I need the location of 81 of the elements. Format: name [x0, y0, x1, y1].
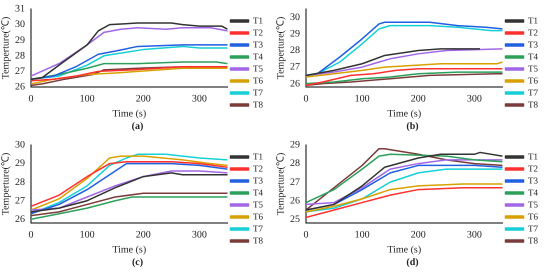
- legend-label: T2: [528, 163, 538, 174]
- x-tick-label: 300: [192, 94, 207, 105]
- legend-label: T3: [528, 175, 538, 186]
- legend-label: T7: [253, 87, 264, 98]
- x-axis-title: Time (s): [112, 108, 146, 120]
- y-tick-label: 26: [15, 82, 25, 93]
- x-tick-label: 200: [410, 94, 426, 105]
- legend-label: T7: [528, 87, 538, 98]
- legend-label: T4: [528, 187, 538, 198]
- y-tick-label: 26: [290, 195, 300, 206]
- x-tick-label: 300: [192, 230, 207, 241]
- legend-label: T2: [253, 27, 263, 38]
- legend-label: T1: [253, 151, 263, 162]
- y-tick-label: 27: [290, 62, 300, 73]
- legend-label: T2: [253, 163, 263, 174]
- y-tick-label: 29: [15, 158, 25, 170]
- text: (b): [405, 120, 420, 134]
- y-tick-label: 28: [290, 158, 300, 170]
- y-axis-title: Temperture(℃): [276, 152, 287, 216]
- y-tick-label: 28: [290, 45, 300, 56]
- x-tick-label: 200: [136, 230, 151, 241]
- y-axis-title: Temperture(℃): [276, 16, 287, 80]
- x-tick-label: 0: [28, 94, 34, 105]
- legend-label: T6: [528, 211, 538, 222]
- x-tick-label: 100: [354, 94, 370, 105]
- text: (a): [130, 120, 144, 134]
- legend-label: T1: [528, 15, 538, 26]
- legend-label: T8: [528, 235, 538, 246]
- legend-label: T1: [528, 151, 538, 162]
- x-tick-label: 0: [304, 230, 308, 241]
- y-tick-label: 29: [290, 28, 300, 40]
- y-tick-label: 28: [15, 176, 25, 188]
- legend-label: T6: [528, 75, 538, 86]
- y-tick-label: 26: [290, 78, 300, 90]
- x-tick-label: 100: [354, 230, 370, 241]
- y-tick-label: 31: [15, 4, 25, 15]
- x-axis-title: Time (s): [387, 244, 422, 256]
- y-tick-label: 28: [15, 50, 25, 62]
- y-tick-label: 30: [15, 140, 25, 151]
- legend-label: T7: [528, 223, 538, 234]
- legend-label: T6: [253, 211, 264, 222]
- legend-label: T8: [253, 235, 264, 246]
- y-tick-label: 26: [15, 214, 25, 225]
- legend-label: T8: [528, 99, 538, 110]
- y-tick-label: 29: [15, 34, 25, 46]
- x-tick-label: 300: [466, 230, 482, 241]
- legend-label: T4: [253, 51, 264, 62]
- y-tick-label: 30: [15, 19, 25, 30]
- legend-label: T1: [253, 15, 263, 26]
- legend-label: T3: [253, 39, 264, 50]
- legend-label: T3: [253, 175, 264, 186]
- legend-label: T3: [528, 39, 538, 50]
- y-axis-title: Temperture(℃): [0, 152, 12, 216]
- x-tick-label: 100: [80, 230, 95, 241]
- legend-label: T5: [528, 199, 538, 210]
- legend-label: T8: [253, 99, 264, 110]
- x-tick-label: 100: [80, 94, 95, 105]
- x-tick-label: 300: [466, 94, 482, 105]
- y-axis-title: Temperture(℃): [0, 16, 12, 80]
- legend-label: T2: [528, 27, 538, 38]
- legend-label: T4: [253, 187, 264, 198]
- legend-label: T5: [253, 63, 264, 74]
- legend-label: T5: [528, 63, 538, 74]
- y-tick-label: 25: [290, 214, 300, 225]
- x-tick-label: 200: [136, 94, 151, 105]
- legend-label: T6: [253, 75, 264, 86]
- text: (d): [405, 256, 420, 270]
- x-axis-title: Time (s): [112, 244, 146, 256]
- legend-label: T4: [528, 51, 538, 62]
- legend-label: T7: [253, 223, 264, 234]
- y-tick-label: 27: [15, 195, 25, 206]
- legend-label: T5: [253, 199, 264, 210]
- y-tick-label: 30: [290, 12, 300, 23]
- x-tick-label: 0: [28, 230, 34, 241]
- x-tick-label: 200: [410, 230, 426, 241]
- x-tick-label: 0: [304, 94, 308, 105]
- y-tick-label: 27: [15, 66, 25, 78]
- text: (c): [130, 256, 144, 270]
- x-axis-title: Time (s): [387, 108, 422, 120]
- y-tick-label: 29: [290, 140, 300, 151]
- y-tick-label: 27: [290, 176, 300, 188]
